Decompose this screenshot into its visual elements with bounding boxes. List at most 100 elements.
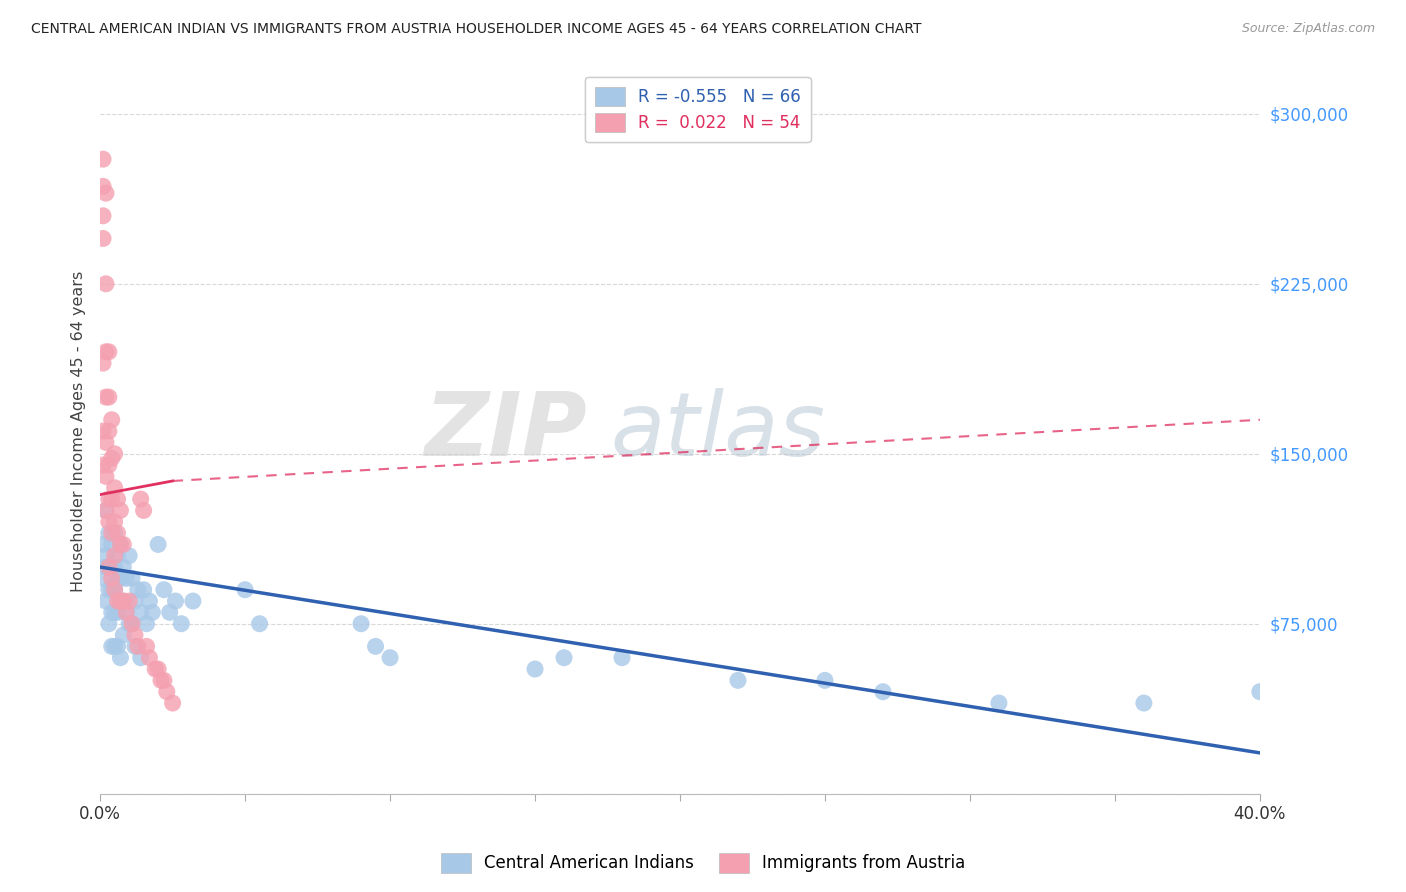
Point [135,616,157,631]
Point [181,594,204,608]
Point [127,640,149,654]
Point [104,515,127,529]
Point [100,537,122,551]
Point [249,616,271,631]
Point [104,640,127,654]
Text: Source: ZipAtlas.com: Source: ZipAtlas.com [1241,22,1375,36]
Point [110,537,132,551]
Point [94,503,117,517]
Point [94,277,117,291]
Point [118,549,141,563]
Text: CENTRAL AMERICAN INDIAN VS IMMIGRANTS FROM AUSTRIA HOUSEHOLDER INCOME AGES 45 - : CENTRAL AMERICAN INDIAN VS IMMIGRANTS FR… [31,22,921,37]
Point [91,458,114,472]
Point [814,673,837,688]
Point [100,560,122,574]
Point [115,606,138,620]
Point [124,628,146,642]
Point [121,616,143,631]
Point [1249,684,1271,698]
Point [97,492,120,507]
Point [94,594,117,608]
Point [138,594,160,608]
Point [162,696,184,710]
Point [124,594,146,608]
Point [100,582,122,597]
Point [115,606,138,620]
Point [118,616,141,631]
Point [132,503,155,517]
Point [987,696,1010,710]
Point [107,549,129,563]
Point [94,186,117,201]
Point [146,537,169,551]
Point [121,616,143,631]
Point [112,594,135,608]
Point [115,571,138,585]
Point [110,537,132,551]
Point [127,582,149,597]
Point [94,469,117,483]
Point [104,526,127,541]
Point [104,560,127,574]
Point [107,606,129,620]
Point [107,640,129,654]
Point [91,231,114,245]
Point [97,390,120,404]
Point [94,549,117,563]
Point [97,526,120,541]
Point [104,582,127,597]
Point [97,515,120,529]
Point [97,458,120,472]
Point [104,606,127,620]
Point [118,594,141,608]
Point [112,560,135,574]
Point [100,571,122,585]
Point [104,549,127,563]
Point [129,650,152,665]
Point [364,640,387,654]
Point [1133,696,1156,710]
Point [524,662,547,676]
Point [153,582,176,597]
Point [100,640,122,654]
Point [100,413,122,427]
Text: atlas: atlas [610,388,825,474]
Point [100,451,122,466]
Point [610,650,633,665]
Point [233,582,256,597]
Point [107,526,129,541]
Point [150,673,173,688]
Point [110,503,132,517]
Point [124,640,146,654]
Point [91,179,114,194]
Point [97,582,120,597]
Point [91,424,114,438]
Point [129,606,152,620]
Point [91,152,114,166]
Point [100,606,122,620]
Point [100,492,122,507]
Point [135,640,157,654]
Point [91,571,114,585]
Point [153,673,176,688]
Point [112,537,135,551]
Legend: R = -0.555   N = 66, R =  0.022   N = 54: R = -0.555 N = 66, R = 0.022 N = 54 [585,77,811,142]
Point [94,560,117,574]
Point [97,424,120,438]
Point [110,650,132,665]
Point [94,435,117,450]
Point [143,662,166,676]
Point [97,616,120,631]
Point [112,628,135,642]
Point [104,447,127,461]
Point [91,209,114,223]
Point [107,594,129,608]
Point [110,594,132,608]
Text: ZIP: ZIP [425,388,588,475]
Point [170,616,193,631]
Y-axis label: Householder Income Ages 45 - 64 years: Householder Income Ages 45 - 64 years [72,270,86,591]
Point [350,616,373,631]
Point [91,356,114,370]
Point [107,571,129,585]
Point [107,492,129,507]
